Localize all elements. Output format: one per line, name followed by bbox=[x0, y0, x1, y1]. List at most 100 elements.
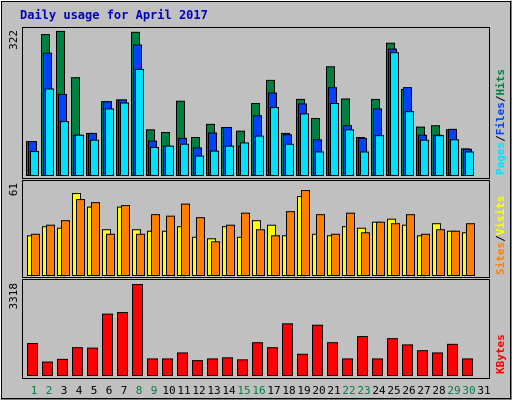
x-tick-day-26: 26 bbox=[402, 384, 415, 397]
bar-sites-day-26 bbox=[406, 214, 415, 277]
bar-kbytes-day-8 bbox=[132, 284, 143, 376]
x-tick-day-12: 12 bbox=[192, 384, 205, 397]
bar-pages-day-24 bbox=[375, 135, 384, 177]
bar-sites-day-8 bbox=[136, 233, 145, 276]
bar-kbytes-day-19 bbox=[297, 353, 308, 377]
panel-kbytes bbox=[22, 279, 490, 379]
legend-visits-sites: Sites/Visits bbox=[494, 196, 507, 276]
bar-kbytes-day-28 bbox=[432, 352, 443, 376]
legend-sep-1: / bbox=[494, 135, 507, 142]
bar-sites-day-7 bbox=[121, 205, 130, 277]
bar-kbytes-day-2 bbox=[42, 361, 53, 377]
panel-visits-sites bbox=[22, 180, 490, 278]
bar-kbytes-day-23 bbox=[357, 336, 368, 376]
x-tick-day-31: 31 bbox=[477, 384, 490, 397]
bar-sites-day-14 bbox=[226, 224, 235, 277]
bar-sites-day-27 bbox=[421, 233, 430, 276]
bar-pages-day-19 bbox=[300, 113, 309, 177]
bar-kbytes-day-4 bbox=[72, 347, 83, 377]
legend-pages: Pages bbox=[494, 142, 507, 175]
bar-sites-day-1 bbox=[31, 233, 40, 276]
bar-kbytes-day-30 bbox=[462, 358, 473, 377]
bar-pages-day-1 bbox=[30, 151, 39, 177]
bar-pages-day-15 bbox=[240, 142, 249, 176]
bar-pages-day-22 bbox=[345, 129, 354, 177]
bar-sites-day-20 bbox=[316, 214, 325, 277]
bar-kbytes-day-16 bbox=[252, 342, 263, 376]
legend-kbytes-label: KBytes bbox=[494, 334, 507, 374]
x-tick-day-3: 3 bbox=[61, 384, 68, 397]
bar-pages-day-3 bbox=[60, 121, 69, 176]
x-tick-day-19: 19 bbox=[297, 384, 310, 397]
bar-kbytes-day-18 bbox=[282, 323, 293, 376]
bars-kbytes bbox=[27, 284, 473, 377]
bar-kbytes-day-17 bbox=[267, 347, 278, 377]
bar-pages-day-23 bbox=[360, 151, 369, 177]
bar-kbytes-day-14 bbox=[222, 357, 233, 377]
bar-kbytes-day-6 bbox=[102, 313, 113, 376]
bar-kbytes-day-9 bbox=[147, 358, 158, 377]
bar-sites-day-16 bbox=[256, 229, 265, 276]
bar-pages-day-2 bbox=[45, 88, 54, 176]
bar-sites-day-22 bbox=[346, 212, 355, 276]
bar-kbytes-day-24 bbox=[372, 358, 383, 377]
bar-sites-day-29 bbox=[451, 230, 460, 277]
legend-kbytes: KBytes bbox=[494, 334, 507, 374]
bar-pages-day-6 bbox=[105, 108, 114, 176]
legend-hits: Hits bbox=[494, 69, 507, 96]
x-tick-day-16: 16 bbox=[252, 384, 265, 397]
x-tick-day-11: 11 bbox=[177, 384, 190, 397]
bars-visits-sites bbox=[27, 190, 475, 277]
x-tick-day-9: 9 bbox=[151, 384, 158, 397]
bar-sites-day-6 bbox=[106, 233, 115, 276]
x-tick-day-4: 4 bbox=[76, 384, 83, 397]
bar-pages-day-13 bbox=[210, 150, 219, 176]
bar-kbytes-day-26 bbox=[402, 344, 413, 376]
bar-sites-day-24 bbox=[376, 221, 385, 277]
bar-sites-day-3 bbox=[61, 220, 70, 276]
x-tick-day-14: 14 bbox=[222, 384, 236, 397]
bar-pages-day-8 bbox=[135, 68, 144, 176]
bar-kbytes-day-15 bbox=[237, 359, 248, 377]
x-tick-day-21: 21 bbox=[327, 384, 340, 397]
bar-pages-day-25 bbox=[390, 52, 399, 176]
bar-kbytes-day-12 bbox=[192, 360, 203, 376]
x-tick-day-28: 28 bbox=[432, 384, 445, 397]
bar-sites-day-13 bbox=[211, 241, 220, 277]
bar-kbytes-day-21 bbox=[327, 342, 338, 376]
legend-files: Files bbox=[494, 102, 507, 135]
bar-kbytes-day-7 bbox=[117, 312, 128, 376]
bar-pages-day-28 bbox=[435, 135, 444, 177]
bar-pages-day-14 bbox=[225, 145, 234, 177]
bar-sites-day-4 bbox=[76, 199, 85, 276]
y-tick-visits: 61 bbox=[7, 183, 20, 196]
bar-pages-day-9 bbox=[150, 146, 159, 177]
bar-kbytes-day-10 bbox=[162, 358, 173, 377]
bar-sites-day-15 bbox=[241, 212, 250, 276]
bar-kbytes-day-13 bbox=[207, 358, 218, 377]
bar-sites-day-19 bbox=[301, 190, 310, 277]
x-tick-day-24: 24 bbox=[372, 384, 386, 397]
x-tick-day-30: 30 bbox=[462, 384, 475, 397]
x-tick-day-8: 8 bbox=[136, 384, 143, 397]
bar-sites-day-28 bbox=[436, 229, 445, 276]
x-tick-day-18: 18 bbox=[282, 384, 295, 397]
x-tick-day-1: 1 bbox=[31, 384, 38, 397]
bar-sites-day-9 bbox=[151, 214, 160, 277]
bar-pages-day-10 bbox=[165, 145, 174, 177]
x-tick-day-20: 20 bbox=[312, 384, 325, 397]
bar-pages-day-26 bbox=[405, 111, 414, 176]
x-tick-day-10: 10 bbox=[162, 384, 175, 397]
bar-kbytes-day-3 bbox=[57, 358, 68, 377]
bar-sites-day-21 bbox=[331, 233, 340, 276]
y-tick-hits: 322 bbox=[7, 30, 20, 50]
x-tick-day-6: 6 bbox=[106, 384, 113, 397]
bar-sites-day-30 bbox=[466, 223, 475, 277]
bar-pages-day-7 bbox=[120, 102, 129, 176]
x-tick-day-15: 15 bbox=[237, 384, 250, 397]
legend-visits: Visits bbox=[494, 196, 507, 236]
bar-sites-day-10 bbox=[166, 215, 175, 277]
x-tick-day-29: 29 bbox=[447, 384, 460, 397]
